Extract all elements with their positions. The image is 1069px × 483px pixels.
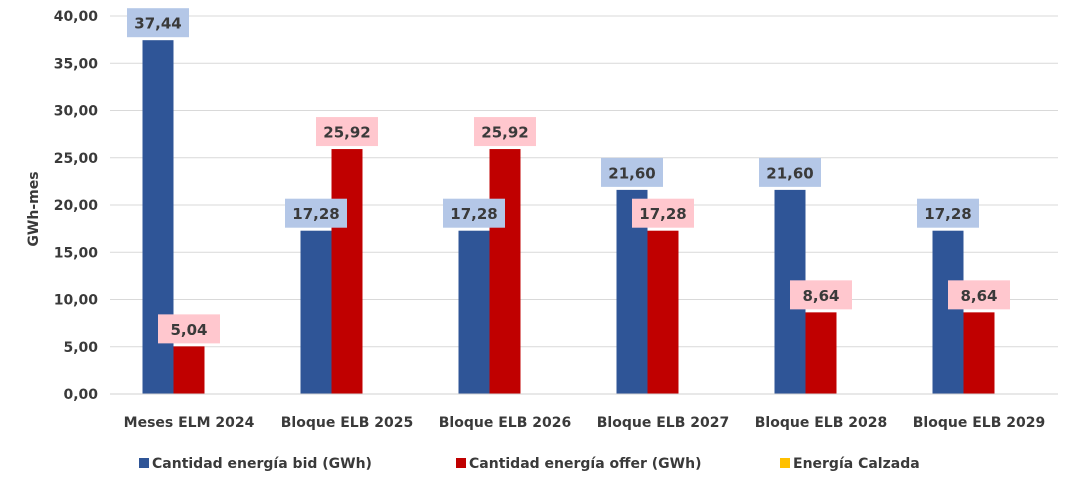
bar-offer — [647, 230, 679, 394]
y-tick-label: 20,00 — [54, 198, 99, 214]
data-label-bid: 37,44 — [127, 8, 189, 38]
data-label-bid: 17,28 — [443, 198, 505, 228]
data-label-background — [443, 198, 505, 228]
bar-series — [142, 40, 995, 394]
data-label-bid: 21,60 — [601, 157, 663, 187]
bar-bid — [458, 230, 490, 394]
data-label-offer: 25,92 — [316, 117, 378, 147]
data-label-text: 21,60 — [766, 164, 813, 182]
legend-label: Cantidad energía offer (GWh) — [469, 456, 701, 472]
legend-swatch — [456, 458, 466, 468]
y-tick-label: 0,00 — [63, 387, 98, 403]
data-label-offer: 8,64 — [948, 280, 1010, 310]
bar-offer — [173, 346, 205, 394]
legend-item: Cantidad energía offer (GWh) — [456, 456, 701, 472]
bar-bid — [300, 230, 332, 394]
data-label-offer: 5,04 — [158, 314, 220, 344]
x-category-label: Bloque ELB 2028 — [755, 415, 887, 431]
data-label-background — [474, 117, 536, 147]
y-tick-label: 10,00 — [54, 293, 99, 309]
x-category-label: Bloque ELB 2027 — [597, 415, 729, 431]
y-axis-ticks: 0,00 5,00 10,00 15,00 20,00 25,00 30,00 35,00 40… — [54, 9, 99, 403]
x-category-label: Bloque ELB 2026 — [439, 415, 571, 431]
data-label-background — [285, 198, 347, 228]
gridlines — [110, 15, 1058, 348]
x-axis-categories: Meses ELM 2024 Bloque ELB 2025 Bloque ELB … — [124, 415, 1046, 431]
bar-offer — [489, 149, 521, 394]
data-labels: 37,44 5,04 17,28 25,92 17,28 25,92 21,60 17,28 2… — [127, 8, 1010, 344]
data-label-bid: 17,28 — [917, 198, 979, 228]
bar-offer — [963, 312, 995, 394]
y-tick-label: 5,00 — [63, 340, 98, 356]
data-label-background — [632, 198, 694, 228]
data-label-text: 5,04 — [170, 321, 207, 339]
data-label-text: 17,28 — [292, 205, 339, 223]
x-category-label: Meses ELM 2024 — [124, 415, 255, 431]
legend-swatch — [139, 458, 149, 468]
bar-offer — [805, 312, 837, 394]
data-label-background — [948, 280, 1010, 310]
legend-item: Cantidad energía bid (GWh) — [139, 456, 372, 472]
data-label-background — [917, 198, 979, 228]
data-label-background — [759, 157, 821, 187]
data-label-background — [127, 8, 189, 38]
bar-bid — [932, 230, 964, 394]
y-tick-label: 25,00 — [54, 151, 99, 167]
data-label-bid: 17,28 — [285, 198, 347, 228]
data-label-offer: 17,28 — [632, 198, 694, 228]
legend-label: Energía Calzada — [793, 456, 920, 472]
data-label-text: 17,28 — [450, 205, 497, 223]
data-label-text: 17,28 — [639, 205, 686, 223]
data-label-bid: 21,60 — [759, 157, 821, 187]
data-label-offer: 25,92 — [474, 117, 536, 147]
bar-offer — [331, 149, 363, 394]
data-label-offer: 8,64 — [790, 280, 852, 310]
data-label-text: 25,92 — [323, 124, 370, 142]
data-label-text: 8,64 — [960, 287, 997, 305]
legend: Cantidad energía bid (GWh) Cantidad energ… — [139, 456, 920, 472]
data-label-background — [601, 157, 663, 187]
y-axis-title: GWh-mes — [26, 171, 42, 246]
data-label-background — [158, 314, 220, 344]
y-tick-label: 40,00 — [54, 9, 99, 25]
legend-swatch — [780, 458, 790, 468]
x-category-label: Bloque ELB 2029 — [913, 415, 1045, 431]
data-label-text: 25,92 — [481, 124, 528, 142]
x-category-label: Bloque ELB 2025 — [281, 415, 413, 431]
data-label-text: 8,64 — [802, 287, 839, 305]
y-tick-label: 35,00 — [54, 56, 99, 72]
y-tick-label: 15,00 — [54, 245, 99, 261]
legend-item: Energía Calzada — [780, 456, 920, 472]
legend-label: Cantidad energía bid (GWh) — [152, 456, 372, 472]
y-tick-label: 30,00 — [54, 104, 99, 120]
data-label-text: 17,28 — [924, 205, 971, 223]
data-label-background — [790, 280, 852, 310]
data-label-text: 37,44 — [134, 15, 181, 33]
data-label-background — [316, 117, 378, 147]
data-label-text: 21,60 — [608, 164, 655, 182]
